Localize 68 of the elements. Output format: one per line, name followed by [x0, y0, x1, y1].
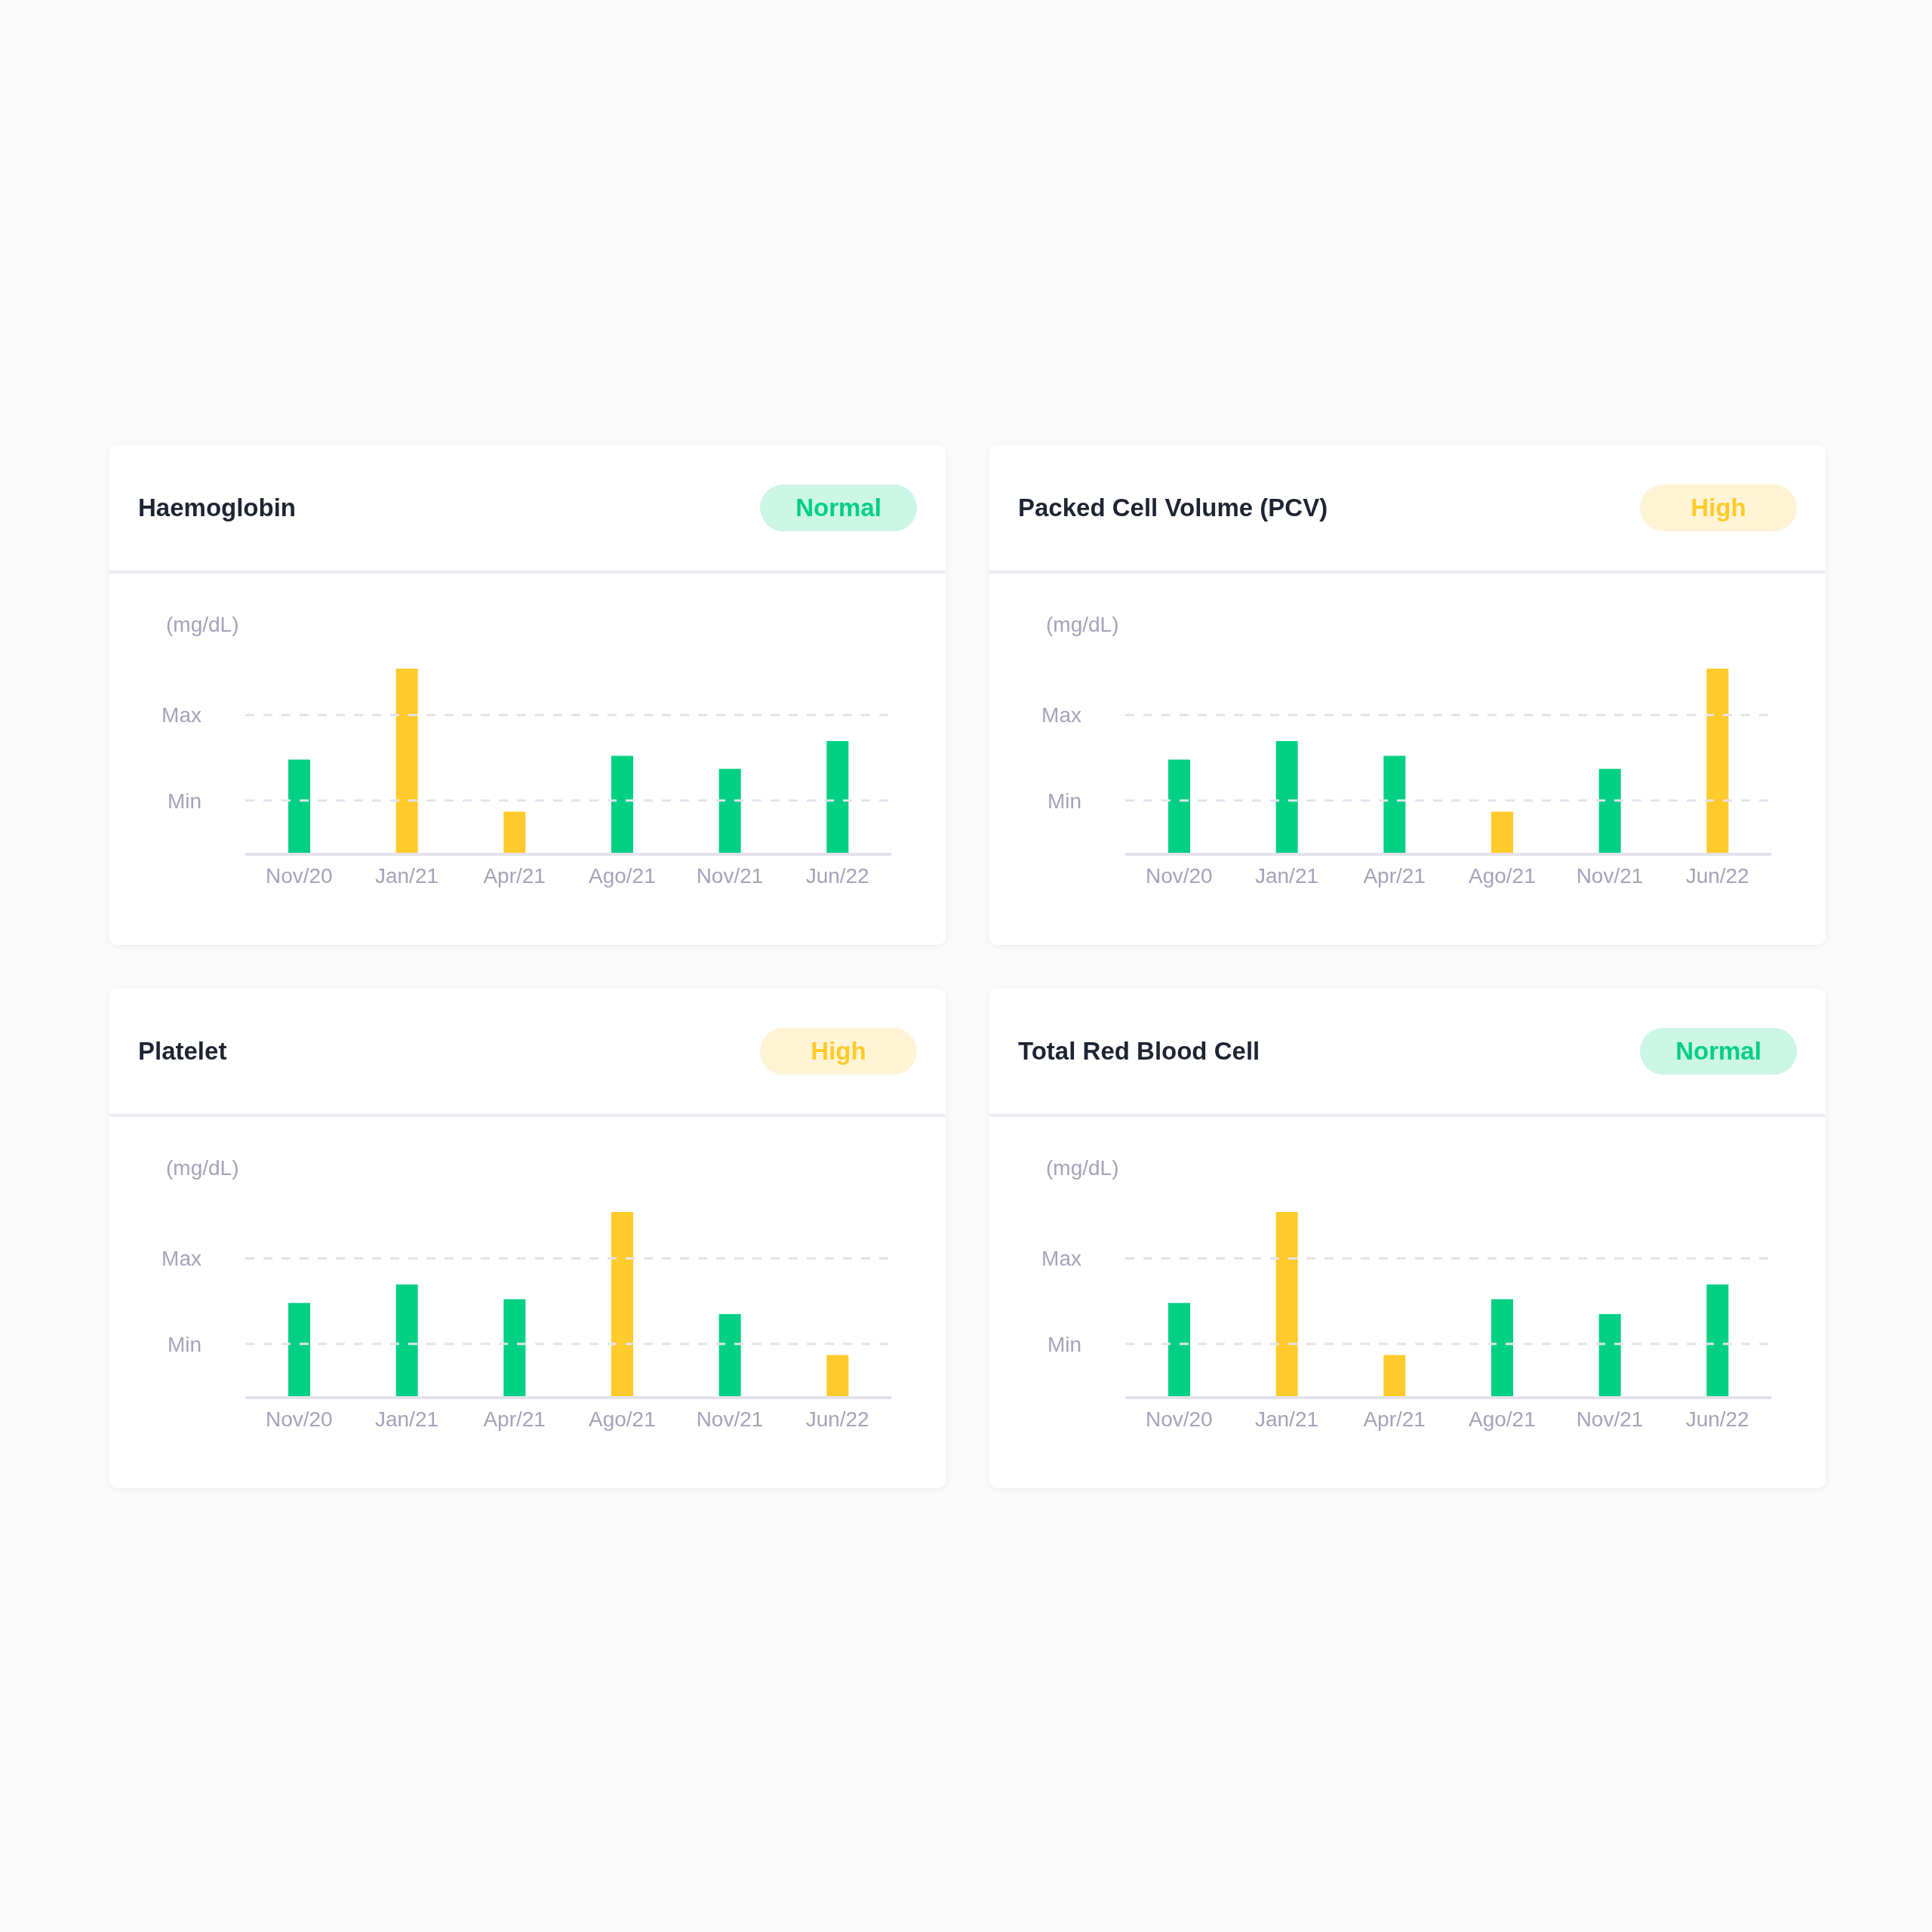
x-tick-label: Jan/21 — [1254, 1407, 1319, 1431]
bar — [718, 1314, 741, 1398]
text: High — [1640, 485, 1797, 531]
bar — [1598, 768, 1621, 854]
ref-line-label: Max — [1041, 703, 1081, 728]
ref-line-label: Min — [167, 1332, 202, 1356]
y-axis-title: (mg/dL) — [1046, 613, 1119, 637]
bar — [1275, 1212, 1298, 1398]
bar — [503, 1299, 526, 1398]
x-tick-label: Nov/20 — [265, 863, 333, 888]
bar — [1168, 1303, 1190, 1398]
bar — [1598, 1314, 1621, 1398]
x-tick-label: Apr/21 — [1363, 1407, 1426, 1431]
bar — [288, 1303, 310, 1398]
x-tick-label: Apr/21 — [483, 863, 546, 888]
ref-line-label: Min — [1047, 789, 1081, 813]
x-tick-label: Apr/21 — [1363, 863, 1426, 888]
bar — [611, 1212, 633, 1398]
bar — [1275, 740, 1298, 854]
x-tick-label: Nov/20 — [1145, 863, 1213, 888]
bar — [1491, 811, 1513, 854]
bar — [288, 759, 310, 854]
ref-line-label: Max — [162, 1247, 202, 1271]
ref-line-label: Min — [167, 789, 202, 813]
ref-line-label: Max — [162, 703, 202, 728]
x-tick-label: Nov/21 — [696, 863, 764, 888]
bar — [1168, 759, 1190, 854]
y-axis-title: (mg/dL) — [1046, 1156, 1119, 1180]
x-tick-label: Ago/21 — [588, 1407, 656, 1431]
text: Normal — [760, 485, 917, 531]
x-tick-label: Nov/21 — [1576, 863, 1644, 888]
chart-title: Platelet — [138, 1037, 227, 1066]
x-tick-label: Jan/21 — [1254, 863, 1319, 888]
ref-line-label: Max — [1041, 1247, 1081, 1271]
x-tick-label: Nov/20 — [265, 1407, 333, 1431]
text: Normal — [1640, 1028, 1797, 1075]
bar — [611, 755, 633, 854]
bar — [503, 811, 526, 854]
x-tick-label: Nov/21 — [1576, 1407, 1644, 1431]
x-tick-label: Jun/22 — [1685, 1407, 1749, 1431]
x-tick-label: Ago/21 — [588, 863, 656, 888]
bar — [718, 768, 741, 854]
bar — [1706, 1284, 1729, 1398]
chart-title: Total Red Blood Cell — [1018, 1037, 1260, 1066]
x-tick-label: Jun/22 — [805, 1407, 869, 1431]
bar — [1706, 669, 1729, 854]
x-tick-label: Nov/21 — [696, 1407, 764, 1431]
x-tick-label: Jun/22 — [805, 863, 869, 888]
bar — [826, 1355, 849, 1398]
x-tick-label: Nov/20 — [1145, 1407, 1213, 1431]
x-tick-label: Jan/21 — [374, 1407, 439, 1431]
y-axis-title: (mg/dL) — [166, 613, 239, 637]
y-axis-title: (mg/dL) — [166, 1156, 239, 1180]
bar — [395, 669, 418, 854]
text: High — [760, 1028, 917, 1075]
ref-line-label: Min — [1047, 1332, 1081, 1356]
bar — [1491, 1299, 1513, 1398]
x-tick-label: Jun/22 — [1685, 863, 1749, 888]
x-tick-label: Ago/21 — [1468, 1407, 1536, 1431]
bar — [1383, 755, 1406, 854]
bar — [395, 1284, 418, 1398]
bar — [826, 740, 849, 854]
chart-title: Packed Cell Volume (PCV) — [1018, 494, 1328, 522]
x-tick-label: Jan/21 — [374, 863, 439, 888]
bar — [1383, 1355, 1406, 1398]
x-tick-label: Apr/21 — [483, 1407, 546, 1431]
chart-title: Haemoglobin — [138, 494, 297, 522]
x-tick-label: Ago/21 — [1468, 863, 1536, 888]
